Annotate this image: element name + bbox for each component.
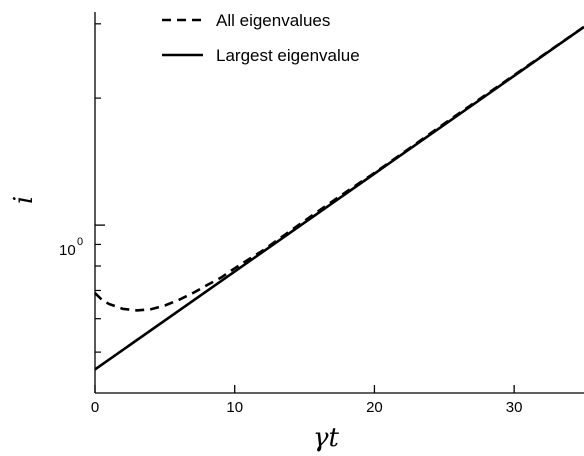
y-tick-label-exponent: 0 [77, 236, 83, 248]
y-axis-label: i [9, 196, 39, 204]
y-ticks [95, 23, 105, 353]
plot-area [94, 25, 584, 371]
legend-label-all-eigenvalues: All eigenvalues [216, 11, 330, 30]
legend: All eigenvalues Largest eigenvalue [162, 11, 360, 65]
x-axis-label: γt [313, 423, 340, 453]
x-tick-label: 10 [226, 399, 243, 416]
x-tick-label: 30 [506, 399, 523, 416]
series-line-largest-eigenvalue [94, 25, 584, 371]
legend-label-largest-eigenvalue: Largest eigenvalue [216, 46, 360, 65]
y-tick-label-base: 10 [59, 242, 76, 259]
x-ticks: 0 10 20 30 [91, 385, 523, 416]
x-tick-label: 0 [91, 399, 99, 416]
x-tick-label: 20 [366, 399, 383, 416]
series-line-all-eigenvalues [94, 25, 584, 312]
